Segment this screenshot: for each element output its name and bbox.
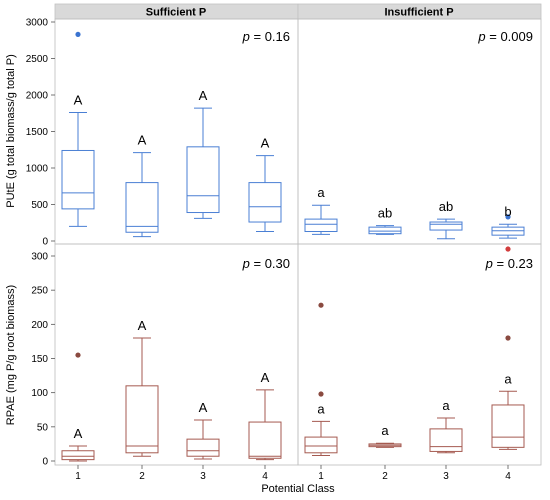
p-values: p = 0.16 p = 0.009 p = 0.30 p = 0.23 bbox=[242, 29, 533, 271]
box-iqr bbox=[248, 421, 282, 459]
significance-letter: A bbox=[138, 133, 147, 148]
outlier-point bbox=[505, 214, 511, 220]
y-tick-label: 500 bbox=[31, 200, 48, 211]
panel-bottom-right bbox=[297, 243, 542, 466]
x-tick-label: 1 bbox=[318, 471, 324, 482]
box-rpae-insufficient-2: a bbox=[368, 423, 402, 448]
strip-label-sufficient: Sufficient P bbox=[146, 7, 207, 19]
y-tick-label: 3000 bbox=[26, 18, 49, 29]
y-tick-label: 300 bbox=[31, 252, 48, 263]
x-tick-label: 4 bbox=[262, 471, 268, 482]
x-tick-label: 4 bbox=[505, 471, 511, 482]
y-tick-label: 2500 bbox=[26, 54, 49, 65]
box-rpae-insufficient-3: a bbox=[429, 398, 463, 454]
box-rpae-sufficient-1: A bbox=[61, 352, 95, 462]
box-iqr bbox=[125, 182, 159, 233]
y-tick-label: 1500 bbox=[26, 127, 49, 138]
significance-letter: A bbox=[74, 93, 83, 108]
box-rpae-sufficient-3: A bbox=[186, 400, 220, 460]
box-rpae-insufficient-4: a bbox=[491, 335, 525, 450]
y-tick-label: 0 bbox=[42, 457, 48, 468]
box-iqr bbox=[248, 182, 282, 223]
box-iqr bbox=[491, 404, 525, 448]
significance-letter: ab bbox=[439, 199, 453, 214]
x-ticks: 1 2 3 4 1 2 3 4 bbox=[75, 465, 511, 482]
box-iqr bbox=[429, 221, 463, 231]
outlier-point bbox=[75, 31, 81, 38]
outlier-point bbox=[505, 335, 511, 341]
box-iqr bbox=[304, 218, 338, 233]
significance-letter: A bbox=[199, 400, 208, 415]
outlier-point bbox=[75, 352, 81, 358]
p-value-label: p = 0.23 bbox=[485, 256, 533, 271]
box-pute-sufficient-4: A bbox=[248, 136, 282, 233]
box-pute-sufficient-1: A bbox=[61, 31, 95, 227]
y-tick-label: 100 bbox=[31, 388, 48, 399]
box-rpae-sufficient-2: A bbox=[125, 318, 159, 457]
significance-letter: a bbox=[442, 398, 450, 413]
x-tick-label: 1 bbox=[75, 471, 81, 482]
significance-letter: a bbox=[504, 371, 512, 386]
significance-letter: A bbox=[261, 136, 270, 151]
box-iqr bbox=[186, 438, 220, 457]
significance-letter: a bbox=[317, 401, 325, 416]
box-pute-insufficient-4: b bbox=[491, 204, 525, 239]
p-value-label: p = 0.16 bbox=[242, 29, 290, 44]
significance-letter: a bbox=[381, 423, 389, 438]
y-tick-label: 150 bbox=[31, 354, 48, 365]
facet-strip: Sufficient P Insufficient P bbox=[54, 3, 542, 20]
y-tick-label: 0 bbox=[42, 237, 48, 248]
box-iqr bbox=[61, 149, 95, 210]
box-pute-insufficient-1: a bbox=[304, 185, 338, 235]
y-tick-label: 250 bbox=[31, 286, 48, 297]
y-axis-title-rpae: RPAE (mg P/g root biomass) bbox=[5, 285, 17, 425]
p-value-label: p = 0.009 bbox=[477, 29, 533, 44]
x-tick-label: 2 bbox=[139, 471, 145, 482]
significance-letter: b bbox=[504, 204, 511, 219]
outlier-point bbox=[318, 302, 324, 308]
y-tick-label: 2000 bbox=[26, 91, 49, 102]
box-iqr bbox=[186, 146, 220, 214]
box-pute-sufficient-3: A bbox=[186, 88, 220, 219]
y-tick-label: 50 bbox=[37, 422, 49, 433]
significance-letter: A bbox=[138, 318, 147, 333]
y-axis-title-pute: PUtE (g total biomass/g total P) bbox=[5, 54, 17, 207]
box-pute-insufficient-2: ab bbox=[368, 206, 402, 235]
boxes: A A A Aa ab ab b A A A Aa a a a bbox=[61, 31, 525, 462]
box-pute-sufficient-2: A bbox=[125, 133, 159, 238]
box-iqr bbox=[304, 436, 338, 454]
y-ticks: 0 500 1000 1500 2000 2500 3000 0 50 100 150 200 250 3… bbox=[26, 18, 55, 468]
box-rpae-insufficient-1: a bbox=[304, 302, 338, 457]
x-tick-label: 3 bbox=[200, 471, 206, 482]
y-tick-label: 200 bbox=[31, 320, 48, 331]
outlier-point bbox=[505, 246, 511, 252]
outlier-point bbox=[318, 391, 324, 397]
strip-label-insufficient: Insufficient P bbox=[384, 7, 453, 19]
box-iqr bbox=[429, 428, 463, 452]
significance-letter: ab bbox=[378, 206, 392, 221]
x-tick-label: 2 bbox=[382, 471, 388, 482]
x-axis-title: Potential Class bbox=[261, 483, 335, 495]
box-rpae-sufficient-4: A bbox=[248, 370, 282, 461]
p-value-label: p = 0.30 bbox=[242, 256, 290, 271]
box-iqr bbox=[125, 385, 159, 454]
significance-letter: A bbox=[199, 88, 208, 103]
box-iqr bbox=[368, 226, 402, 235]
y-tick-label: 1000 bbox=[26, 164, 49, 175]
box-iqr bbox=[61, 450, 95, 461]
significance-letter: a bbox=[317, 185, 325, 200]
significance-letter: A bbox=[261, 370, 270, 385]
significance-letter: A bbox=[74, 426, 83, 441]
x-tick-label: 3 bbox=[443, 471, 449, 482]
box-pute-insufficient-3: ab bbox=[429, 199, 463, 240]
